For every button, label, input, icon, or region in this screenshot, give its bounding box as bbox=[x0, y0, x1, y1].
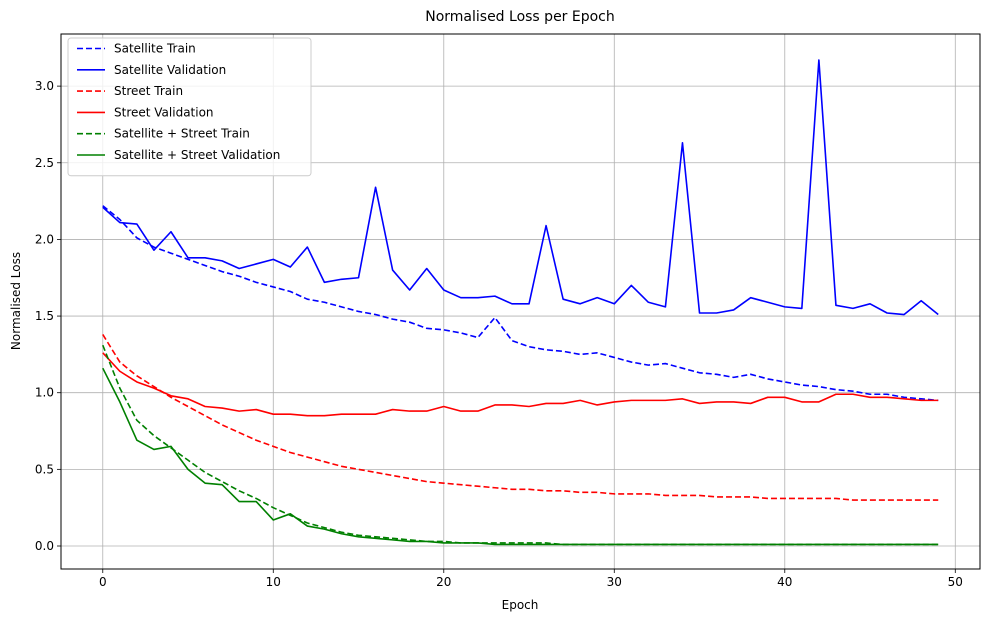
y-tick-label: 0.5 bbox=[35, 462, 54, 476]
legend-label: Street Validation bbox=[114, 105, 214, 119]
series-lines bbox=[102, 59, 939, 546]
legend: Satellite Train Satellite Validation Stree… bbox=[67, 37, 312, 177]
y-tick-label: 1.0 bbox=[35, 386, 54, 400]
legend-box bbox=[67, 37, 312, 177]
legend-label: Satellite + Street Train bbox=[114, 127, 250, 141]
y-tick-label: 0.0 bbox=[35, 539, 54, 553]
legend-label: Satellite Validation bbox=[114, 63, 226, 77]
x-tick-label: 20 bbox=[436, 575, 451, 589]
legend-label: Satellite Train bbox=[114, 42, 196, 56]
x-tick-label: 30 bbox=[607, 575, 622, 589]
x-axis-label: Epoch bbox=[502, 598, 539, 612]
chart-title: Normalised Loss per Epoch bbox=[425, 9, 615, 25]
series-line-satellite-validation bbox=[102, 59, 939, 316]
x-axis-ticks: 0 10 20 30 40 50 bbox=[99, 569, 963, 589]
x-tick-label: 40 bbox=[777, 575, 792, 589]
series-line-street-train bbox=[102, 334, 939, 501]
x-tick-label: 50 bbox=[948, 575, 963, 589]
x-tick-label: 0 bbox=[99, 575, 107, 589]
y-tick-label: 3.0 bbox=[35, 79, 54, 93]
y-tick-label: 1.5 bbox=[35, 309, 54, 323]
y-tick-label: 2.5 bbox=[35, 156, 54, 170]
plot-frame bbox=[60, 33, 981, 570]
legend-label: Street Train bbox=[114, 84, 183, 98]
series-line-satellite-train bbox=[102, 205, 939, 402]
series-line-satellite-street-validation bbox=[102, 367, 939, 546]
y-axis-ticks: 0.0 0.5 1.0 1.5 2.0 2.5 3.0 bbox=[35, 79, 61, 553]
legend-label: Satellite + Street Validation bbox=[114, 148, 280, 162]
y-tick-label: 2.0 bbox=[35, 232, 54, 246]
y-axis-label: Normalised Loss bbox=[9, 252, 23, 350]
x-tick-label: 10 bbox=[266, 575, 281, 589]
grid bbox=[61, 34, 980, 569]
series-line-street-validation bbox=[102, 352, 939, 417]
